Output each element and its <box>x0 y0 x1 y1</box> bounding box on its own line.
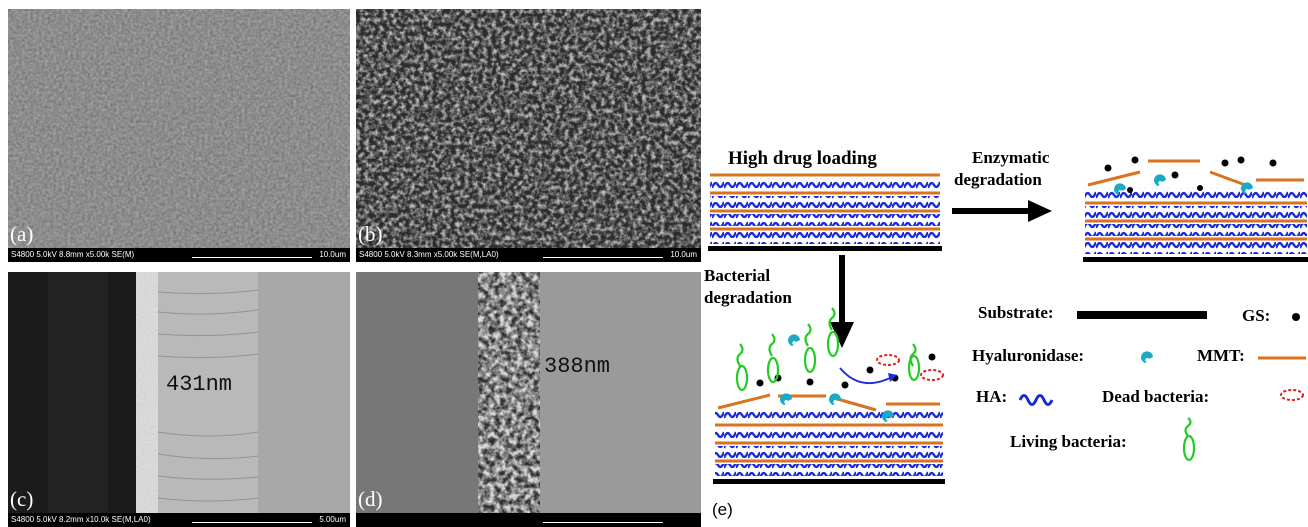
legend-mmt-label: MMT: <box>1197 346 1245 365</box>
legend-symbols <box>1018 311 1306 462</box>
legend-dead-bacteria-label: Dead bacteria: <box>1102 387 1210 406</box>
schematic-drawing <box>708 156 1308 484</box>
sem-image-surface-a <box>8 9 350 248</box>
sem-panel-d: 388nm (d) <box>356 272 701 527</box>
legend-substrate-label: Substrate: <box>978 303 1054 322</box>
scale-text-b: 10.0um <box>670 250 697 259</box>
legend-ha-swatch <box>1018 394 1054 406</box>
sem-info-bar-b: S4800 5.0kV 8.3mm x5.00k SE(M,LA0) 10.0u… <box>356 248 701 262</box>
panel-letter-c: (c) <box>10 487 34 511</box>
thickness-label-c: 431nm <box>166 372 233 397</box>
enzymatic-arrow <box>952 200 1052 222</box>
thickness-label-d: 388nm <box>544 354 611 379</box>
legend-living-bacteria-label: Living bacteria: <box>1010 432 1127 451</box>
sem-info-bar-c: S4800 5.0kV 8.2mm x10.0k SE(M,LA0) 5.00u… <box>8 513 350 527</box>
schematic-panel-e: High drug loading Enzymatic degradation … <box>700 130 1308 527</box>
layer-stack-bacterial <box>713 307 945 484</box>
sem-info-text-b: S4800 5.0kV 8.3mm x5.00k SE(M,LA0) <box>359 250 499 259</box>
sem-image-cross-section-c <box>8 272 350 513</box>
scale-text-c: 5.00um <box>319 515 346 524</box>
bacterial-label-line2: degradation <box>704 288 792 307</box>
panel-letter-e: (e) <box>712 500 733 519</box>
legend-dead-bacteria-swatch <box>1280 389 1304 401</box>
enzymatic-label-line1: Enzymatic <box>972 148 1050 167</box>
layer-stack-initial <box>708 173 942 251</box>
layer-stack-enzymatic <box>1083 156 1308 262</box>
panel-letter-a: (a) <box>10 222 34 246</box>
legend-gs-swatch <box>1292 313 1300 321</box>
scale-ticks-d <box>543 516 663 523</box>
legend-ha-label: HA: <box>976 387 1008 406</box>
sem-panel-c: 431nm (c) S4800 5.0kV 8.2mm x10.0k SE(M,… <box>8 272 350 527</box>
scale-ticks-a <box>192 251 312 258</box>
bacterial-arrow <box>830 255 854 348</box>
scale-text-a: 10.0um <box>319 250 346 259</box>
bacterial-label-line1: Bacterial <box>704 266 771 285</box>
sem-info-text-c: S4800 5.0kV 8.2mm x10.0k SE(M,LA0) <box>11 515 151 524</box>
sem-panel-a: (a) S4800 5.0kV 8.8mm x5.00k SE(M) 10.0u… <box>8 9 350 262</box>
high-drug-loading-label: High drug loading <box>728 148 877 169</box>
enzymatic-label-line2: degradation <box>954 170 1042 189</box>
legend-substrate-swatch <box>1077 311 1207 319</box>
scale-ticks-c <box>192 516 312 523</box>
sem-info-text-a: S4800 5.0kV 8.8mm x5.00k SE(M) <box>11 250 135 259</box>
sem-image-cross-section-d <box>356 272 701 513</box>
panel-letter-d: (d) <box>358 487 383 511</box>
legend-gs-label: GS: <box>1242 306 1271 325</box>
legend-living-bacteria-swatch <box>1182 417 1196 462</box>
sem-image-surface-b <box>356 9 701 248</box>
legend-hyaluronidase-label: Hyaluronidase: <box>972 346 1085 365</box>
sem-info-bar-d <box>356 513 701 527</box>
sem-info-bar-a: S4800 5.0kV 8.8mm x5.00k SE(M) 10.0um <box>8 248 350 262</box>
legend-hyaluronidase-swatch <box>1141 351 1153 363</box>
sem-panel-b: (b) S4800 5.0kV 8.3mm x5.00k SE(M,LA0) 1… <box>356 9 701 262</box>
panel-letter-b: (b) <box>358 222 383 246</box>
scale-ticks-b <box>543 251 663 258</box>
